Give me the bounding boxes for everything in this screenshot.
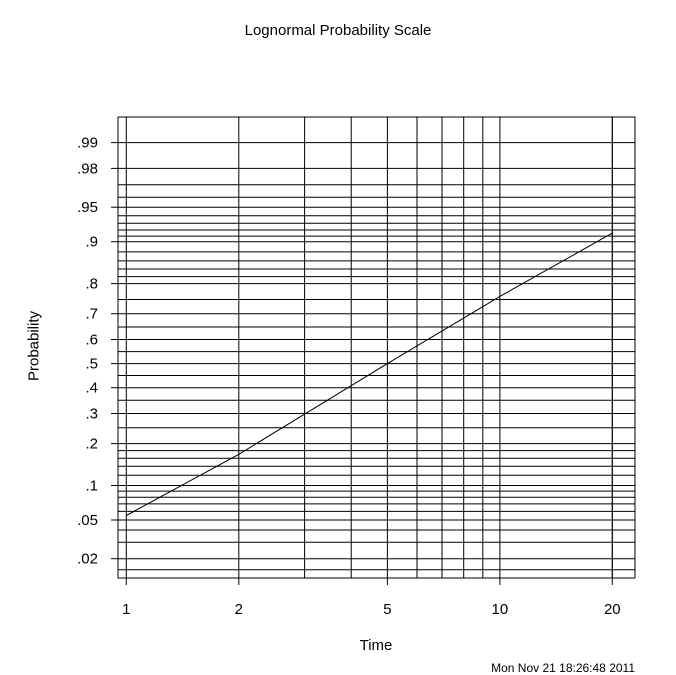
series-layer xyxy=(126,232,613,516)
y-tick-label: .3 xyxy=(85,406,98,423)
y-tick-label: .1 xyxy=(85,478,98,495)
x-tick-label: 10 xyxy=(492,601,509,618)
plot-frame xyxy=(117,116,636,579)
y-tick-label: .4 xyxy=(85,380,98,397)
x-axis-label: Time xyxy=(359,637,393,654)
y-tick-label: .98 xyxy=(77,160,98,177)
x-tick-label: 5 xyxy=(383,601,391,618)
chart-title: Lognormal Probability Scale xyxy=(244,22,432,39)
y-tick-label: .5 xyxy=(85,356,98,373)
y-tick-label: .6 xyxy=(85,332,98,349)
y-tick-label: .7 xyxy=(85,306,98,323)
timestamp: Mon Nov 21 18:26:48 2011 xyxy=(491,661,635,675)
y-tick-label: .2 xyxy=(85,436,98,453)
y-tick-label: .05 xyxy=(77,512,98,529)
y-tick-label: .9 xyxy=(85,234,98,251)
x-axis-ticks: 1 2 5 10 20 xyxy=(122,578,621,618)
grid-lines xyxy=(118,117,635,578)
x-tick-label: 20 xyxy=(604,601,621,618)
y-tick-label: .02 xyxy=(77,551,98,568)
y-axis-label: Probability xyxy=(25,310,43,382)
series-line xyxy=(126,232,613,516)
x-tick-label: 1 xyxy=(122,601,130,618)
x-tick-label: 2 xyxy=(235,601,243,618)
y-tick-label: .95 xyxy=(77,199,98,216)
y-tick-label: .99 xyxy=(77,135,98,152)
y-axis-ticks: .02 .05 .1 .2 .3 .4 .5 .6 .7 .8 .9 .95 .98 .99 xyxy=(77,135,118,568)
y-tick-label: .8 xyxy=(85,276,98,293)
